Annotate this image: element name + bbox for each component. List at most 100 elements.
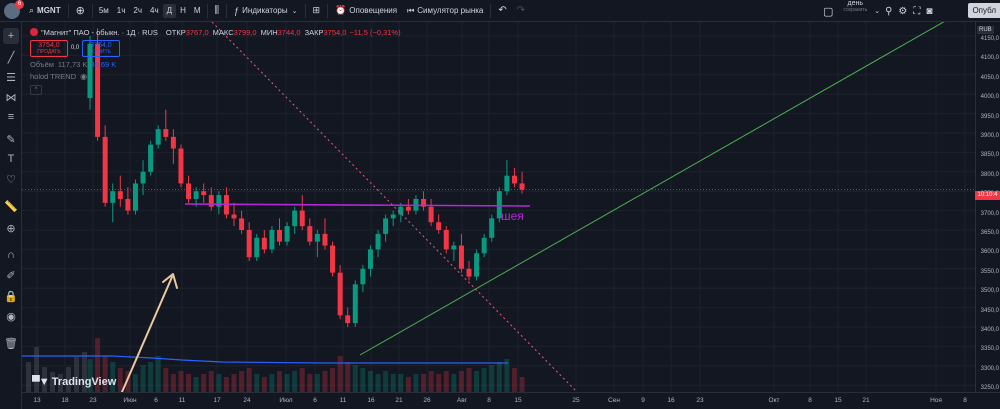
volume-label: Объём: [30, 59, 54, 69]
tradingview-logo[interactable]: ▀▼ TradingView: [32, 376, 116, 388]
candle-body: [216, 195, 222, 207]
spread-value: 0,0: [70, 45, 80, 51]
time-tick-label: 9: [641, 397, 645, 404]
redo-button[interactable]: ↷: [512, 0, 530, 22]
layout-toggle-button[interactable]: ▢: [818, 0, 838, 22]
undo-button[interactable]: ↶: [493, 0, 511, 22]
delete-tool[interactable]: 🗑: [3, 335, 19, 351]
candle-body: [367, 249, 373, 269]
pattern-tool[interactable]: ⋈: [3, 89, 19, 105]
volume-bar: [451, 374, 457, 392]
quick-search-button[interactable]: ⚲: [882, 0, 895, 22]
candle-body: [511, 175, 517, 184]
volume-legend-row[interactable]: Объём 117,73 K 85,69 K: [30, 58, 401, 70]
volume-bar: [170, 374, 176, 392]
stay-drawing-tool[interactable]: ✐: [3, 267, 19, 283]
volume-bar: [489, 365, 495, 392]
indicator-legend-row[interactable]: holod TREND ◉: [30, 70, 401, 82]
timeframe-5m[interactable]: 5м: [98, 6, 109, 15]
brush-icon: ✎: [6, 133, 16, 146]
timeframe-week[interactable]: Н: [180, 6, 186, 15]
candle-body: [352, 284, 358, 324]
time-tick-label: 16: [667, 397, 675, 404]
candle-body: [277, 230, 282, 242]
candle-body: [322, 233, 328, 246]
price-tick-label: 3350,0: [980, 346, 999, 353]
timeframe-1h[interactable]: 1ч: [116, 6, 126, 15]
settings-button[interactable]: ⚙: [895, 0, 910, 22]
candle-body: [155, 129, 161, 145]
crosshair-tool[interactable]: +: [3, 28, 19, 44]
magnet-tool[interactable]: ∩: [3, 247, 19, 263]
currency-label[interactable]: RUB: [977, 26, 994, 34]
pattern-icon: ⋈: [5, 91, 17, 104]
brush-tool[interactable]: ✎: [3, 131, 19, 147]
dotted-trendline: [211, 22, 578, 392]
layout-button[interactable]: ⊞: [308, 0, 326, 22]
lock-tool[interactable]: 🔒: [3, 288, 19, 304]
collapse-row: ^: [30, 84, 401, 96]
candle-body: [239, 218, 245, 230]
logo-text: TradingView: [51, 376, 117, 388]
trend-line-tool[interactable]: ╱: [3, 49, 19, 65]
layout-menu-button[interactable]: ⌄: [872, 0, 882, 22]
gear-icon: ⚙: [898, 5, 908, 17]
replay-button[interactable]: ⏮ Симулятор рынка: [402, 0, 488, 22]
user-avatar[interactable]: 6: [4, 0, 24, 19]
measure-tool[interactable]: 📏: [3, 198, 19, 214]
notification-badge: 6: [15, 0, 24, 9]
chevron-down-icon: ⌄: [291, 7, 298, 15]
collapse-legend-button[interactable]: ^: [30, 85, 42, 95]
publish-button[interactable]: Опубл: [968, 3, 1000, 18]
volume-bar: [82, 352, 87, 392]
buy-button[interactable]: 3754,0 КУПИТЬ: [82, 39, 120, 57]
time-axis[interactable]: 13 18 23 Июн 6 11 17 24 Июл 6 11 16 21 26 Авг 8 15 25 Сен 9…: [22, 392, 1000, 409]
price-tick-label: 4050,0: [980, 74, 999, 81]
indicators-button[interactable]: ƒ Индикаторы ⌄: [229, 0, 302, 22]
volume-bar: [367, 371, 373, 392]
compare-button[interactable]: ⊕: [71, 0, 90, 22]
price-chart[interactable]: [22, 22, 975, 392]
timeframe-2h[interactable]: 2ч: [133, 6, 143, 15]
candle-body: [519, 183, 525, 190]
favorites-tool[interactable]: ♡: [3, 171, 19, 187]
volume-bar: [186, 374, 192, 392]
redo-icon: ↷: [516, 5, 526, 16]
timeframe-4h[interactable]: 4ч: [150, 6, 159, 15]
time-tick-label: Авг: [456, 397, 468, 404]
fib-tool[interactable]: ≡: [3, 109, 19, 125]
volume-bar: [284, 374, 290, 392]
tradingview-logo-icon: ▀▼: [32, 376, 50, 388]
candle-body: [360, 268, 366, 285]
replay-label: Симулятор рынка: [417, 6, 484, 15]
volume-bar: [337, 356, 343, 392]
alerts-button[interactable]: ⏰ Оповещения: [330, 0, 402, 22]
chart-pane[interactable]: [22, 22, 975, 392]
time-tick-label: 6: [313, 397, 317, 404]
visibility-tool[interactable]: ◉: [3, 308, 19, 324]
candle-body: [246, 230, 252, 258]
candle-body: [330, 245, 336, 273]
volume-bar: [26, 362, 31, 392]
candle-body: [337, 272, 343, 316]
price-axis[interactable]: RUB 4150,0 4100,0 4050,0 4000,0 3950,0 3900,0…: [975, 22, 1000, 392]
snapshot-button[interactable]: ◙: [923, 0, 935, 22]
pencil-lock-icon: ✐: [6, 269, 16, 282]
sell-button[interactable]: 3754,0 ПРОДАТЬ: [30, 39, 68, 57]
timeframe-day[interactable]: Д: [162, 3, 177, 18]
timeframe-month[interactable]: М: [193, 6, 201, 15]
symbol-legend-row[interactable]: "Магнит" ПАО - обыкн. · 1Д · RUS ОТКР 376…: [30, 26, 401, 38]
time-tick-label: 11: [339, 397, 347, 404]
volume-bar: [216, 374, 222, 392]
candle-type-button[interactable]: ⫼: [210, 0, 225, 22]
volume-bar: [42, 367, 47, 392]
time-tick-label: Окт: [768, 397, 780, 404]
fullscreen-button[interactable]: ⛶: [910, 0, 923, 22]
save-layout-button[interactable]: день сохранить: [838, 0, 872, 22]
symbol-search[interactable]: ⌕ MGNT: [24, 0, 66, 22]
volume-bar: [345, 362, 351, 392]
zoom-tool[interactable]: ⊕: [3, 220, 19, 236]
time-tick-label: Ноя: [930, 397, 942, 404]
text-tool[interactable]: T: [3, 151, 19, 167]
lines-tool[interactable]: ☰: [3, 69, 19, 85]
